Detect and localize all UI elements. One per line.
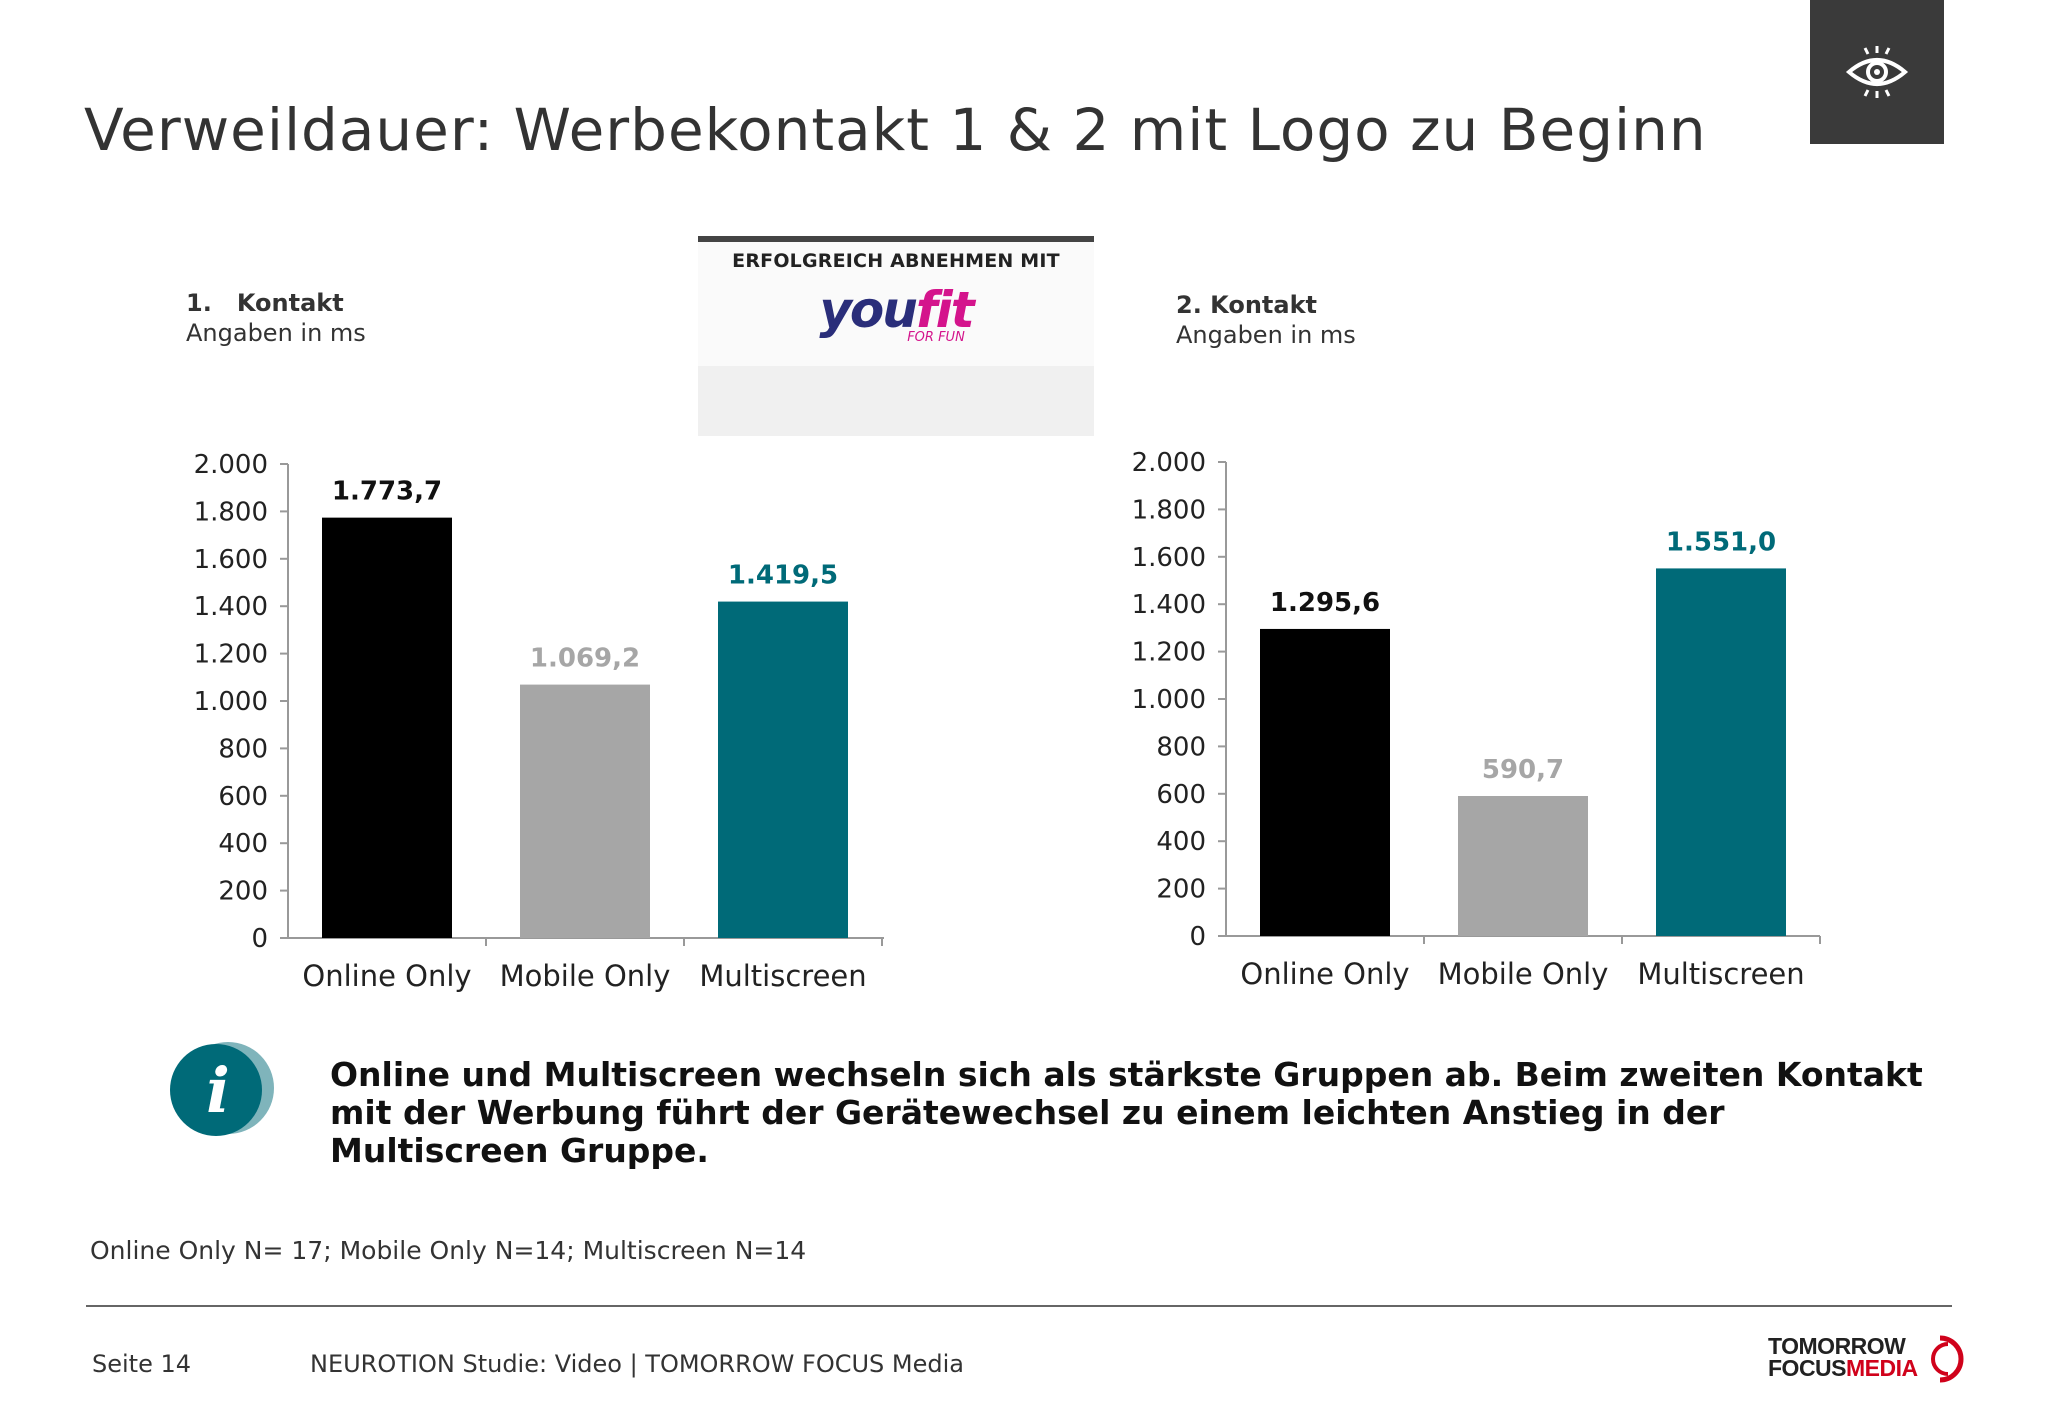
chart-1-y-tick-label: 600 [218,782,268,812]
ad-headline: ERFOLGREICH ABNEHMEN MIT [732,250,1060,272]
chart-2-bar-0 [1260,628,1390,936]
chart-2-category-label-2: Multiscreen [1637,957,1804,991]
chart-2-y-tick-label: 1.600 [1132,543,1206,573]
chart-1-y-tick-label: 200 [218,877,268,907]
chart-1-y-tick-label: 400 [218,829,268,859]
chart-2-value-label-0: 1.295,6 [1270,588,1380,618]
sample-note: Online Only N= 17; Mobile Only N=14; Mul… [90,1236,807,1265]
chart-1-subheading: Angaben in ms [186,319,366,347]
brand-swoosh-icon [1931,1335,1964,1383]
info-icon: i [166,1040,284,1140]
chart-2-bar-1 [1458,796,1588,936]
chart-2-heading-block: 2. Kontakt Angaben in ms [1176,290,1356,350]
chart-1-heading: 1. Kontakt [186,289,344,317]
chart-1-y-tick-label: 1.000 [194,687,268,717]
svg-text:i: i [206,1054,230,1127]
chart-1-bar-1 [520,684,650,938]
brand-line-2: FOCUSMEDIA [1768,1356,1918,1380]
chart-2-y-tick-label: 1.800 [1132,495,1206,525]
info-text: Online und Multiscreen wechseln sich als… [330,1055,1923,1170]
chart-1-value-label-2: 1.419,5 [728,561,838,591]
chart-1-bar-0 [322,517,452,938]
chart-1-value-label-1: 1.069,2 [530,644,640,674]
youfit-tagline: FOR FUN [907,330,965,345]
chart-1-y-tick-label: 0 [251,924,268,954]
chart-2-y-tick-label: 2.000 [1132,448,1206,478]
page-title: Verweildauer: Werbekontakt 1 & 2 mit Log… [84,96,1707,164]
ad-preview: ERFOLGREICH ABNEHMEN MIT youfit FOR FUN [698,236,1094,436]
chart-1-bar-2 [718,601,848,938]
chart-1-y-tick-label: 1.200 [194,640,268,670]
youfit-logo: youfit FOR FUN [698,284,1094,345]
chart-1-category-label-0: Online Only [302,959,471,993]
chart-1-y-tick-label: 800 [218,734,268,764]
brand-line-1: TOMORROW [1768,1333,1906,1359]
chart-1-svg: 0 200 400 600 800 1.000 1.200 1.400 1.600 1.800 2.… [194,450,884,993]
chart-2-y-tick-label: 1.400 [1132,590,1206,620]
chart-1-heading-block: 1. Kontakt Angaben in ms [186,288,366,348]
eye-icon [1845,46,1909,98]
chart-1-y-tick-label: 1.400 [194,592,268,622]
chart-2-y-tick-label: 800 [1156,732,1206,762]
chart-1-y-tick-label: 2.000 [194,450,268,480]
chart-2-value-label-1: 590,7 [1482,755,1564,785]
chart-1-category-label-1: Mobile Only [500,959,671,993]
ad-preview-bar [698,236,1094,242]
chart-1-value-label-0: 1.773,7 [332,477,442,507]
brand-logo: TOMORROW FOCUSMEDIA [1756,1332,1964,1383]
ad-preview-top [698,236,1094,366]
brand-focus: FOCUS [1768,1355,1847,1381]
chart-2-y-tick-label: 1.200 [1132,638,1206,668]
chart-2-heading: 2. Kontakt [1176,291,1318,319]
chart-2-category-label-1: Mobile Only [1438,957,1609,991]
chart-2-bar-2 [1656,568,1786,936]
chart-2-category-label-0: Online Only [1240,957,1409,991]
footer-source: NEUROTION Studie: Video | TOMORROW FOCUS… [310,1350,964,1378]
chart-1-y-tick-label: 1.600 [194,545,268,575]
chart-2-y-tick-label: 400 [1156,827,1206,857]
chart-2-y-tick-label: 0 [1189,922,1206,952]
footer-divider [86,1305,1952,1307]
header-icon-box [1810,0,1944,144]
chart-2-y-tick-label: 1.000 [1132,685,1206,715]
chart-2-y-tick-label: 600 [1156,780,1206,810]
chart-2-svg: 0 200 400 600 800 1.000 1.200 1.400 1.600 1.800 2.… [1132,448,1821,991]
chart-2-y-tick-label: 200 [1156,875,1206,905]
brand-media: MEDIA [1846,1355,1918,1381]
chart-2-subheading: Angaben in ms [1176,321,1356,349]
page-number: Seite 14 [92,1350,192,1378]
chart-2-value-label-2: 1.551,0 [1666,527,1776,557]
chart-1-y-tick-label: 1.800 [194,497,268,527]
chart-1-category-label-2: Multiscreen [699,959,866,993]
